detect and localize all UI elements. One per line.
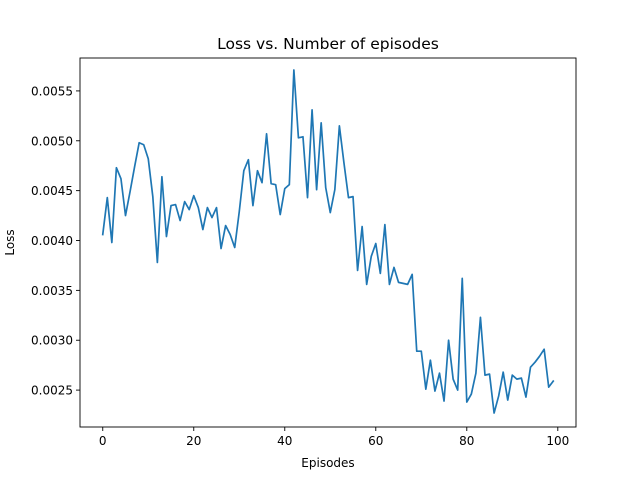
y-axis-label: Loss xyxy=(3,229,17,255)
y-tick-label: 0.0025 xyxy=(31,384,73,398)
y-axis: 0.0025 0.0030 0.0035 0.0040 0.0045 0.0050 0.00… xyxy=(31,84,80,398)
y-tick-label: 0.0050 xyxy=(31,134,73,148)
axes-frame xyxy=(79,57,577,428)
y-tick-label: 0.0035 xyxy=(31,284,73,298)
x-tick-label: 40 xyxy=(277,434,292,448)
y-tick-label: 0.0030 xyxy=(31,334,73,348)
x-tick-label: 0 xyxy=(99,434,107,448)
series-line xyxy=(101,69,555,414)
x-tick-label: 60 xyxy=(368,434,383,448)
x-axis-label: Episodes xyxy=(301,456,354,470)
x-tick-label: 80 xyxy=(459,434,474,448)
x-axis: 0 20 40 60 80 100 xyxy=(99,427,569,448)
x-tick-label: 100 xyxy=(546,434,569,448)
x-tick-label: 20 xyxy=(186,434,201,448)
y-tick-label: 0.0045 xyxy=(31,184,73,198)
plot-area xyxy=(101,69,555,414)
y-tick-label: 0.0055 xyxy=(31,84,73,98)
y-tick-label: 0.0040 xyxy=(31,234,73,248)
chart-title: Loss vs. Number of episodes xyxy=(217,35,439,53)
